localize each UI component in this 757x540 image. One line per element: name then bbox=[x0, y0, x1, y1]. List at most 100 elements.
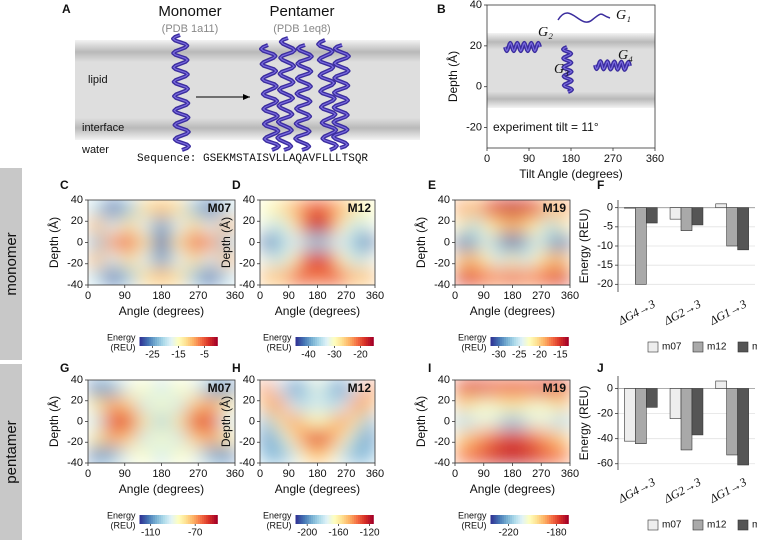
cell bbox=[153, 217, 171, 235]
cell bbox=[104, 446, 122, 463]
colorbar-tick-label: -70 bbox=[188, 528, 203, 539]
colorbar-step bbox=[363, 337, 366, 346]
heatmap bbox=[260, 380, 375, 463]
colorbar-step bbox=[186, 515, 189, 524]
y-tick-label: 0 bbox=[476, 81, 482, 93]
cell bbox=[298, 268, 312, 285]
cell bbox=[531, 234, 545, 252]
legend-swatch bbox=[692, 519, 704, 531]
cell bbox=[336, 234, 350, 252]
colorbar-step bbox=[311, 337, 314, 346]
colorbar-step bbox=[172, 337, 175, 346]
cell bbox=[455, 396, 469, 414]
cell bbox=[467, 251, 482, 269]
cells bbox=[88, 380, 235, 463]
cell bbox=[285, 217, 299, 235]
colorbar-step bbox=[566, 515, 569, 524]
cell bbox=[518, 234, 533, 252]
colorbar-step bbox=[194, 337, 197, 346]
colorbar-step bbox=[205, 515, 209, 524]
cell bbox=[169, 234, 187, 252]
x-tick-label: 360 bbox=[366, 468, 384, 480]
pentamer-title: Pentamer bbox=[269, 3, 334, 20]
colorbar-step bbox=[149, 337, 152, 346]
colorbar-step bbox=[180, 337, 183, 346]
colorbar-step bbox=[517, 515, 521, 524]
cell bbox=[169, 380, 187, 398]
cell bbox=[531, 268, 545, 285]
colorbar-step bbox=[143, 337, 146, 346]
colorbar-step bbox=[297, 515, 300, 524]
colorbar-step bbox=[354, 515, 357, 524]
cell bbox=[362, 396, 375, 414]
colorbar-step bbox=[357, 337, 361, 346]
colorbar-step bbox=[203, 337, 207, 346]
cell bbox=[272, 396, 287, 414]
row-label: pentamer bbox=[3, 420, 20, 483]
x-tick-label: 180 bbox=[503, 290, 521, 302]
cell bbox=[557, 217, 570, 235]
colorbar-step bbox=[318, 337, 322, 346]
colorbar-step bbox=[201, 515, 205, 524]
helix-shade bbox=[594, 60, 631, 71]
annotation: G₁ bbox=[616, 8, 631, 23]
cell bbox=[311, 380, 325, 398]
cell bbox=[493, 429, 507, 447]
cell bbox=[260, 200, 274, 218]
colorbar-step bbox=[531, 337, 534, 346]
colorbar-label: (REU) bbox=[111, 520, 136, 530]
colorbar-step bbox=[527, 515, 530, 524]
cell bbox=[557, 234, 570, 252]
colorbar-step bbox=[562, 337, 565, 346]
cell bbox=[202, 413, 220, 431]
colorbar-step bbox=[371, 337, 374, 346]
colorbar-step bbox=[361, 515, 365, 524]
y-tick-label: -40 bbox=[434, 457, 450, 469]
colorbar-step bbox=[198, 337, 201, 346]
colorbar-step bbox=[198, 515, 201, 524]
cell bbox=[169, 446, 187, 463]
model-label: M19 bbox=[543, 201, 567, 215]
colorbar-step bbox=[529, 337, 532, 346]
cell bbox=[467, 380, 482, 398]
colorbar-step bbox=[153, 515, 156, 524]
cell bbox=[137, 413, 154, 431]
model-label: M07 bbox=[208, 201, 232, 215]
colorbar-step bbox=[523, 515, 526, 524]
cell bbox=[298, 200, 312, 218]
colorbar-step bbox=[305, 515, 308, 524]
cell bbox=[467, 217, 482, 235]
colorbar-step bbox=[506, 515, 509, 524]
cell bbox=[285, 251, 299, 269]
colorbar-step bbox=[320, 337, 324, 346]
cell bbox=[531, 251, 545, 269]
bar bbox=[726, 207, 738, 247]
cells bbox=[455, 200, 570, 285]
colorbar-step bbox=[510, 337, 513, 346]
colorbar-step bbox=[508, 515, 511, 524]
cell bbox=[104, 217, 122, 235]
cell bbox=[362, 268, 375, 285]
cell bbox=[298, 413, 312, 431]
cell bbox=[311, 217, 325, 235]
panel-label: D bbox=[232, 178, 241, 192]
colorbar-step bbox=[209, 515, 212, 524]
helix-shade bbox=[504, 41, 541, 53]
cell bbox=[120, 413, 138, 431]
colorbar-step bbox=[338, 337, 341, 346]
colorbar-step bbox=[328, 515, 331, 524]
colorbar-step bbox=[346, 515, 349, 524]
colorbar-step bbox=[533, 515, 536, 524]
cell bbox=[104, 429, 122, 447]
x-tick-label: 0 bbox=[257, 468, 263, 480]
colorbar-step bbox=[182, 337, 185, 346]
cell bbox=[169, 251, 187, 269]
bar bbox=[715, 380, 727, 389]
cell bbox=[202, 217, 220, 235]
x-tick-label: 0 bbox=[257, 290, 263, 302]
cell bbox=[349, 446, 363, 463]
colorbar-step bbox=[326, 515, 329, 524]
cell bbox=[467, 413, 482, 431]
colorbar-step bbox=[352, 337, 355, 346]
cell bbox=[202, 446, 220, 463]
